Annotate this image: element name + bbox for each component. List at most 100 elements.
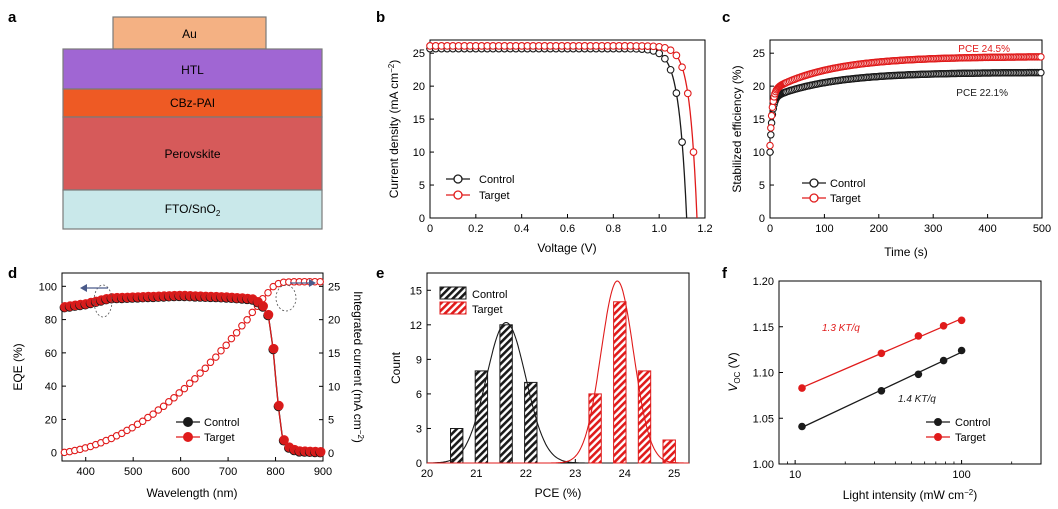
layer-perovskite-label: Perovskite: [164, 147, 220, 161]
eqe-axis-ellipse-right: [275, 284, 297, 312]
hist-legend-target: Target: [472, 304, 503, 316]
eqe-ytick-label: 60: [45, 348, 57, 360]
jv-xtick-label: 0: [427, 223, 433, 235]
hist-xtick-label: 25: [668, 468, 680, 480]
eqe-y2tick-label: 25: [328, 281, 340, 293]
layer-fto: [62, 189, 323, 230]
jv-ytick-label: 0: [419, 213, 425, 225]
eqe-point-target: [258, 301, 269, 311]
voc-xtick-label: 10: [789, 469, 801, 481]
eqe-legend-target: Target: [204, 432, 235, 444]
voc-point-target: [939, 322, 948, 330]
voc-ytick-label: 1.00: [753, 459, 774, 471]
hist-ytick-label: 0: [416, 458, 422, 470]
panel-letter-b: b: [376, 9, 385, 26]
eqe-y2tick-label: 5: [328, 415, 334, 427]
jv-point-control: [661, 54, 669, 63]
layer-perovskite: [62, 116, 323, 191]
eqe-legend-marker-target: [183, 432, 193, 442]
jsc-point: [154, 406, 163, 414]
eqe-ylabel: EQE (%): [11, 343, 25, 390]
eqe-line-target: [61, 295, 323, 454]
jv-point-control: [678, 138, 686, 146]
eqe-legend-marker-control: [183, 417, 193, 427]
stab-xtick-label: 100: [815, 223, 833, 235]
voc-xlabel: Light intensity (mW cm−2): [843, 488, 977, 502]
jv-ylabel: Current density (mA cm−2): [387, 60, 401, 199]
jsc-point: [316, 277, 324, 286]
stab-legend-control: Control: [830, 178, 865, 190]
stab-xlabel: Time (s): [884, 245, 928, 259]
voc-point-target: [877, 349, 886, 358]
stab-point-control: [767, 131, 775, 139]
eqe-y2label: Integrated current (mA cm−2): [351, 291, 365, 443]
hist-xtick-label: 20: [421, 468, 433, 480]
stab-xtick-label: 400: [978, 223, 996, 235]
hist-bar-target: [662, 439, 676, 464]
hist-ylabel: Count: [389, 351, 403, 384]
stab-ytick-label: 5: [759, 180, 765, 192]
voc-ytick-label: 1.10: [753, 368, 774, 380]
voc-legend: Control Target: [926, 417, 990, 444]
jsc-point: [149, 410, 157, 418]
layer-au-label: Au: [182, 27, 197, 41]
hist-ytick-label: 6: [416, 389, 422, 401]
voc-point-control: [957, 346, 966, 355]
jsc-point: [175, 389, 183, 397]
voc-legend-target: Target: [955, 432, 986, 444]
jv-legend: Control Target: [446, 174, 514, 202]
jv-point-target: [689, 148, 698, 156]
jv-point-target: [678, 63, 686, 72]
jsc-point: [196, 369, 204, 377]
eqe-ytick-label: 20: [45, 414, 57, 426]
layer-htl: [62, 48, 323, 90]
jv-ytick-label: 15: [413, 114, 425, 126]
eqe-point-target: [315, 447, 326, 457]
hist-xtick-label: 23: [569, 468, 581, 480]
eqe-y2tick-label: 20: [328, 315, 340, 327]
jv-legend-control: Control: [479, 174, 514, 186]
jv-ytick-label: 25: [413, 48, 425, 60]
panel-letter-d: d: [8, 265, 17, 282]
hist-bar-target: [613, 301, 627, 464]
voc-ylabel: VOC (V): [726, 352, 742, 391]
stab-legend-target: Target: [830, 193, 861, 205]
voc-legend-marker-control: [934, 418, 942, 426]
stab-point-control: [1037, 68, 1045, 77]
layer-fto-label: FTO/SnO2: [165, 202, 221, 218]
hist-legend-swatch-target: [439, 301, 467, 315]
panel-letter-e: e: [376, 265, 384, 282]
jv-xtick-label: 0.4: [514, 223, 529, 235]
voc-point-control: [877, 387, 886, 395]
eqe-xtick-label: 500: [124, 466, 142, 478]
eqe-xtick-label: 600: [171, 466, 189, 478]
hist-ytick-label: 15: [410, 285, 422, 297]
stab-ytick-label: 25: [753, 48, 765, 60]
hist-ytick-label: 3: [416, 423, 422, 435]
jsc-point: [201, 364, 210, 373]
jv-xtick-label: 1.0: [652, 223, 667, 235]
eqe-legend: Control Target: [176, 417, 239, 444]
jv-line-target: [430, 45, 698, 219]
stab-xtick-label: 300: [924, 223, 942, 235]
jv-point-control: [672, 89, 681, 97]
voc-point-control: [798, 422, 806, 431]
stab-plot-frame: [769, 39, 1043, 219]
eqe-chart: Wavelength (nm) EQE (%) Integrated curre…: [11, 272, 365, 500]
voc-ytick-label: 1.20: [753, 276, 774, 288]
jv-point-target: [672, 51, 681, 60]
jv-ytick-label: 20: [413, 81, 425, 93]
hist-bar-control: [450, 428, 464, 464]
eqe-xtick-label: 800: [266, 466, 284, 478]
stab-point-target: [766, 141, 774, 150]
voc-point-target: [798, 384, 806, 392]
voc-point-target: [914, 332, 923, 340]
voc-xtick-label: 100: [952, 469, 970, 481]
jv-line-control: [430, 47, 688, 219]
stab-annotation-control: PCE 22.1%: [956, 88, 1008, 99]
eqe-xtick-label: 400: [77, 466, 95, 478]
jv-ytick-label: 10: [413, 147, 425, 159]
jv-point-control: [655, 49, 664, 58]
